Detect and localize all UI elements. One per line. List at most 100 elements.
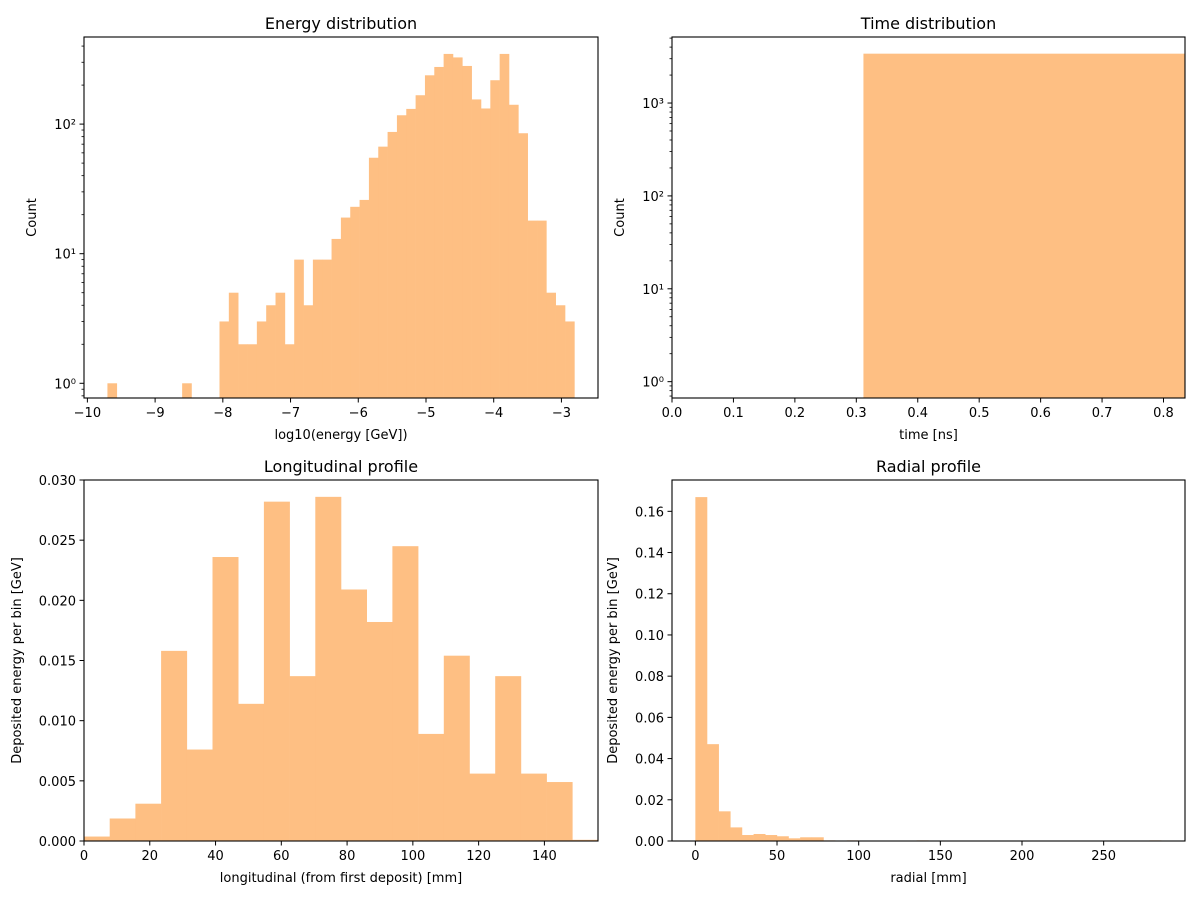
- energy-xtick-label: −10: [74, 406, 101, 421]
- radial-ytick-label: 0.02: [635, 794, 664, 809]
- longitudinal-bar: [109, 818, 136, 841]
- energy-bar: [527, 220, 538, 398]
- longitudinal-ytick-label: 0.025: [39, 534, 76, 549]
- radial-bar: [811, 837, 824, 841]
- energy-bar: [452, 57, 463, 398]
- energy-ytick-label: 10¹: [54, 248, 76, 263]
- energy-xlabel: log10(energy [GeV]): [274, 428, 407, 443]
- radial-ytick-label: 0.04: [635, 753, 664, 768]
- time-ytick-label: 10²: [642, 190, 664, 205]
- radial-ytick-label: 0.14: [635, 547, 664, 562]
- energy-bar: [359, 199, 370, 398]
- energy-axes-frame: [83, 36, 599, 399]
- energy-bar: [378, 146, 388, 398]
- radial-bar: [800, 837, 813, 841]
- energy-ytick-label: 10⁰: [54, 377, 76, 392]
- energy-ytick-label: 10²: [54, 118, 76, 133]
- energy-bar: [546, 292, 556, 398]
- radial-xtick-label: 150: [928, 849, 953, 864]
- energy-bar: [471, 99, 482, 398]
- radial-bar: [741, 835, 754, 841]
- energy-chart: −10 −9 −8 −7 −6 −5 −4 −3 10⁰ 10¹ 10² Energy distrib…: [25, 14, 599, 443]
- radial-ytick-label: 0.16: [635, 505, 664, 520]
- energy-bar: [499, 53, 510, 398]
- longitudinal-xtick-label: 0: [80, 849, 88, 864]
- energy-bar: [303, 305, 314, 398]
- longitudinal-bar: [366, 621, 393, 841]
- energy-bar: [406, 108, 416, 398]
- radial-xtick-label: 50: [769, 849, 786, 864]
- time-bars: [863, 53, 1185, 398]
- time-xtick-label: 0.3: [846, 406, 867, 421]
- energy-xtick-label: −4: [484, 406, 503, 421]
- radial-ytick-label: 0.10: [635, 629, 664, 644]
- radial-bar: [776, 836, 789, 841]
- energy-bars: [107, 53, 575, 398]
- energy-bar: [387, 131, 398, 398]
- energy-bar: [294, 259, 304, 398]
- radial-chart: 0 50 100 150 200 250 0.00 0.02 0.04 0.06 0.08 0.10 0…: [606, 457, 1186, 886]
- energy-bar: [340, 217, 351, 398]
- longitudinal-ytick-label: 0.030: [39, 474, 76, 489]
- radial-ytick-label: 0.08: [635, 670, 664, 685]
- longitudinal-ytick-label: 0.015: [39, 655, 76, 670]
- energy-bar: [107, 383, 118, 398]
- radial-bar: [730, 827, 743, 841]
- energy-bar: [518, 133, 528, 398]
- longitudinal-bar: [520, 773, 547, 841]
- energy-xtick-label: −6: [349, 406, 368, 421]
- energy-bar: [247, 344, 258, 398]
- energy-bar: [275, 292, 286, 398]
- energy-xtick-label: −9: [146, 406, 165, 421]
- radial-xtick-label: 100: [846, 849, 871, 864]
- longitudinal-xtick-label: 20: [141, 849, 158, 864]
- longitudinal-ytick-label: 0.020: [39, 594, 76, 609]
- time-xtick-label: 0.2: [785, 406, 806, 421]
- energy-bar: [312, 259, 323, 398]
- energy-bar: [424, 75, 435, 398]
- longitudinal-bar: [238, 703, 265, 841]
- longitudinal-bar: [135, 803, 162, 841]
- longitudinal-bar: [418, 733, 445, 841]
- longitudinal-xtick-label: 60: [273, 849, 290, 864]
- energy-bar: [490, 80, 500, 398]
- longitudinal-bar: [315, 496, 342, 841]
- time-axes-frame: [671, 36, 1186, 399]
- energy-bar: [350, 206, 360, 398]
- longitudinal-bar: [212, 557, 239, 841]
- radial-xtick-label: 0: [691, 849, 699, 864]
- longitudinal-bar: [443, 655, 470, 841]
- radial-bar: [695, 497, 708, 841]
- longitudinal-bar: [289, 676, 316, 841]
- time-chart: 0.0 0.1 0.2 0.3 0.4 0.5 0.6 0.7 0.8 10⁰ 10¹ 10² 10³ T…: [613, 14, 1186, 443]
- time-xtick-label: 0.1: [723, 406, 744, 421]
- longitudinal-ylabel: Deposited energy per bin [GeV]: [10, 557, 25, 764]
- energy-xtick-label: −7: [281, 406, 300, 421]
- energy-bar: [331, 238, 342, 398]
- energy-bar: [284, 344, 295, 398]
- energy-bar: [415, 95, 426, 398]
- radial-ytick-label: 0.06: [635, 711, 664, 726]
- longitudinal-bar: [186, 749, 213, 841]
- energy-bar: [182, 383, 192, 398]
- energy-bar: [322, 259, 332, 398]
- energy-bar: [537, 220, 547, 398]
- energy-bar: [480, 108, 491, 398]
- longitudinal-ytick-label: 0.010: [39, 715, 76, 730]
- energy-xtick-label: −8: [213, 406, 232, 421]
- energy-bar: [219, 321, 230, 398]
- longitudinal-xtick-label: 40: [207, 849, 224, 864]
- time-bar: [863, 53, 1185, 398]
- energy-bar: [396, 115, 407, 398]
- radial-xlabel: radial [mm]: [890, 871, 966, 886]
- time-ytick-label: 10¹: [642, 283, 664, 298]
- time-ytick-label: 10³: [642, 97, 664, 112]
- longitudinal-xtick-label: 120: [466, 849, 491, 864]
- energy-bar: [508, 104, 519, 398]
- radial-bar: [788, 838, 801, 841]
- longitudinal-bar: [341, 589, 367, 841]
- radial-ytick-label: 0.00: [635, 835, 664, 850]
- longitudinal-bar: [572, 839, 598, 841]
- longitudinal-title: Longitudinal profile: [264, 457, 418, 476]
